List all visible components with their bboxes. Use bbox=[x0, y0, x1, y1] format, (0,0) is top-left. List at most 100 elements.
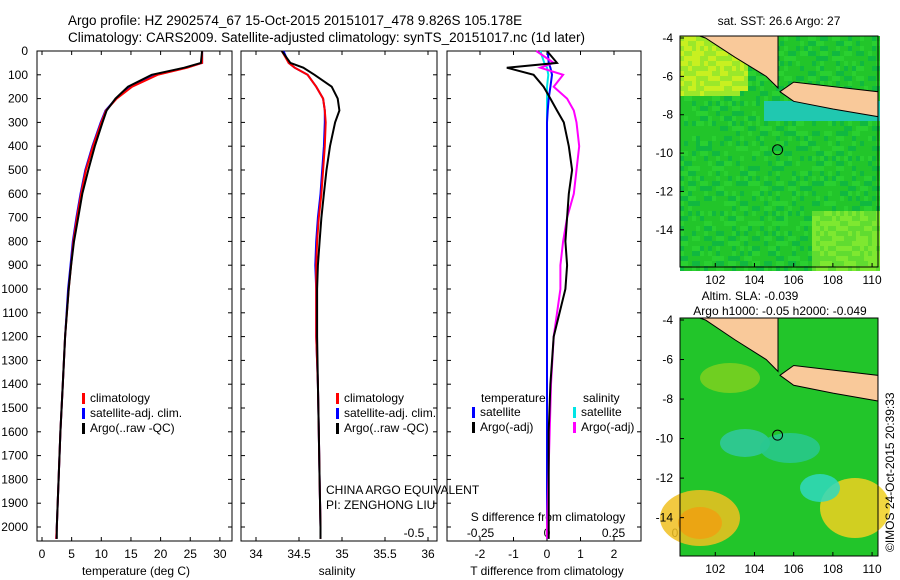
lon-tick-label: 104 bbox=[744, 562, 764, 576]
sst-cell bbox=[844, 181, 848, 186]
sst-cell bbox=[860, 256, 864, 261]
sst-cell bbox=[748, 181, 752, 186]
sst-cell bbox=[772, 211, 776, 216]
sst-cell bbox=[716, 136, 720, 141]
sst-cell bbox=[756, 126, 760, 131]
sst-cell bbox=[816, 146, 820, 151]
sst-cell bbox=[812, 211, 816, 216]
sst-cell bbox=[752, 201, 756, 206]
sst-cell bbox=[740, 71, 744, 76]
sst-cell bbox=[808, 206, 812, 211]
lat-tick-label: -12 bbox=[656, 471, 674, 485]
sst-cell bbox=[756, 251, 760, 256]
sst-cell bbox=[732, 151, 736, 156]
sst-cell bbox=[760, 211, 764, 216]
sst-cell bbox=[792, 116, 796, 121]
sst-cell bbox=[776, 206, 780, 211]
sst-cell bbox=[784, 166, 788, 171]
sst-cell bbox=[696, 56, 700, 61]
sst-cell bbox=[788, 256, 792, 261]
sst-cell bbox=[680, 251, 684, 256]
series-s-argo bbox=[535, 50, 581, 539]
sst-cell bbox=[680, 156, 684, 161]
sst-cell bbox=[816, 261, 820, 266]
sst-cell bbox=[692, 211, 696, 216]
sst-cell bbox=[864, 86, 868, 91]
sst-cell bbox=[784, 221, 788, 226]
sst-cell bbox=[840, 171, 844, 176]
sst-cell bbox=[792, 76, 796, 81]
sst-cell bbox=[828, 51, 832, 56]
sst-cell bbox=[688, 136, 692, 141]
sst-cell bbox=[816, 106, 820, 111]
sst-cell bbox=[812, 51, 816, 56]
sst-cell bbox=[852, 221, 856, 226]
sst-cell bbox=[868, 61, 872, 66]
sst-cell bbox=[848, 111, 852, 116]
sst-cell bbox=[756, 156, 760, 161]
sst-cell bbox=[872, 211, 876, 216]
sst-cell bbox=[864, 226, 868, 231]
sst-cell bbox=[696, 101, 700, 106]
sst-cell bbox=[700, 246, 704, 251]
sst-cell bbox=[768, 91, 772, 96]
sst-cell bbox=[680, 161, 684, 166]
sst-cell bbox=[768, 216, 772, 221]
sst-cell bbox=[872, 206, 876, 211]
sst-cell bbox=[764, 121, 768, 126]
sst-cell bbox=[716, 171, 720, 176]
sst-cell bbox=[756, 101, 760, 106]
sst-cell bbox=[724, 216, 728, 221]
sst-cell bbox=[848, 221, 852, 226]
sst-cell bbox=[820, 66, 824, 71]
sst-cell bbox=[792, 196, 796, 201]
sst-cell bbox=[844, 56, 848, 61]
sst-cell bbox=[724, 266, 728, 271]
sst-cell bbox=[800, 131, 804, 136]
legend-swatch bbox=[336, 393, 339, 404]
sst-cell bbox=[688, 211, 692, 216]
sst-cell bbox=[724, 131, 728, 136]
sst-cell bbox=[816, 66, 820, 71]
x-tick-label: 25 bbox=[184, 547, 198, 561]
sst-cell bbox=[848, 156, 852, 161]
sst-cell bbox=[808, 256, 812, 261]
sst-cell bbox=[760, 161, 764, 166]
sst-cell bbox=[852, 256, 856, 261]
sst-cell bbox=[756, 151, 760, 156]
sst-cell bbox=[824, 126, 828, 131]
sst-cell bbox=[724, 146, 728, 151]
sst-cell bbox=[824, 226, 828, 231]
sst-cell bbox=[780, 111, 784, 116]
sst-cell bbox=[772, 176, 776, 181]
sst-cell bbox=[768, 191, 772, 196]
sst-cell bbox=[784, 201, 788, 206]
sst-cell bbox=[832, 231, 836, 236]
sst-cell bbox=[680, 201, 684, 206]
sst-cell bbox=[784, 186, 788, 191]
sst-cell bbox=[804, 46, 808, 51]
sst-cell bbox=[780, 81, 784, 86]
sst-cell bbox=[772, 216, 776, 221]
sst-cell bbox=[732, 101, 736, 106]
sst-cell bbox=[720, 121, 724, 126]
sst-cell bbox=[732, 171, 736, 176]
sst-cell bbox=[812, 226, 816, 231]
sst-cell bbox=[700, 116, 704, 121]
sst-cell bbox=[732, 126, 736, 131]
sst-cell bbox=[724, 256, 728, 261]
sst-cell bbox=[792, 46, 796, 51]
sst-cell bbox=[804, 136, 808, 141]
sst-cell bbox=[724, 126, 728, 131]
sst-cell bbox=[856, 36, 860, 41]
sst-cell bbox=[788, 261, 792, 266]
sst-cell bbox=[764, 241, 768, 246]
sst-cell bbox=[852, 186, 856, 191]
panel-frame-0 bbox=[36, 50, 233, 542]
sst-cell bbox=[712, 231, 716, 236]
sst-cell bbox=[760, 86, 764, 91]
sst-cell bbox=[848, 136, 852, 141]
sst-cell bbox=[732, 131, 736, 136]
sst-cell bbox=[800, 166, 804, 171]
sst-cell bbox=[696, 211, 700, 216]
